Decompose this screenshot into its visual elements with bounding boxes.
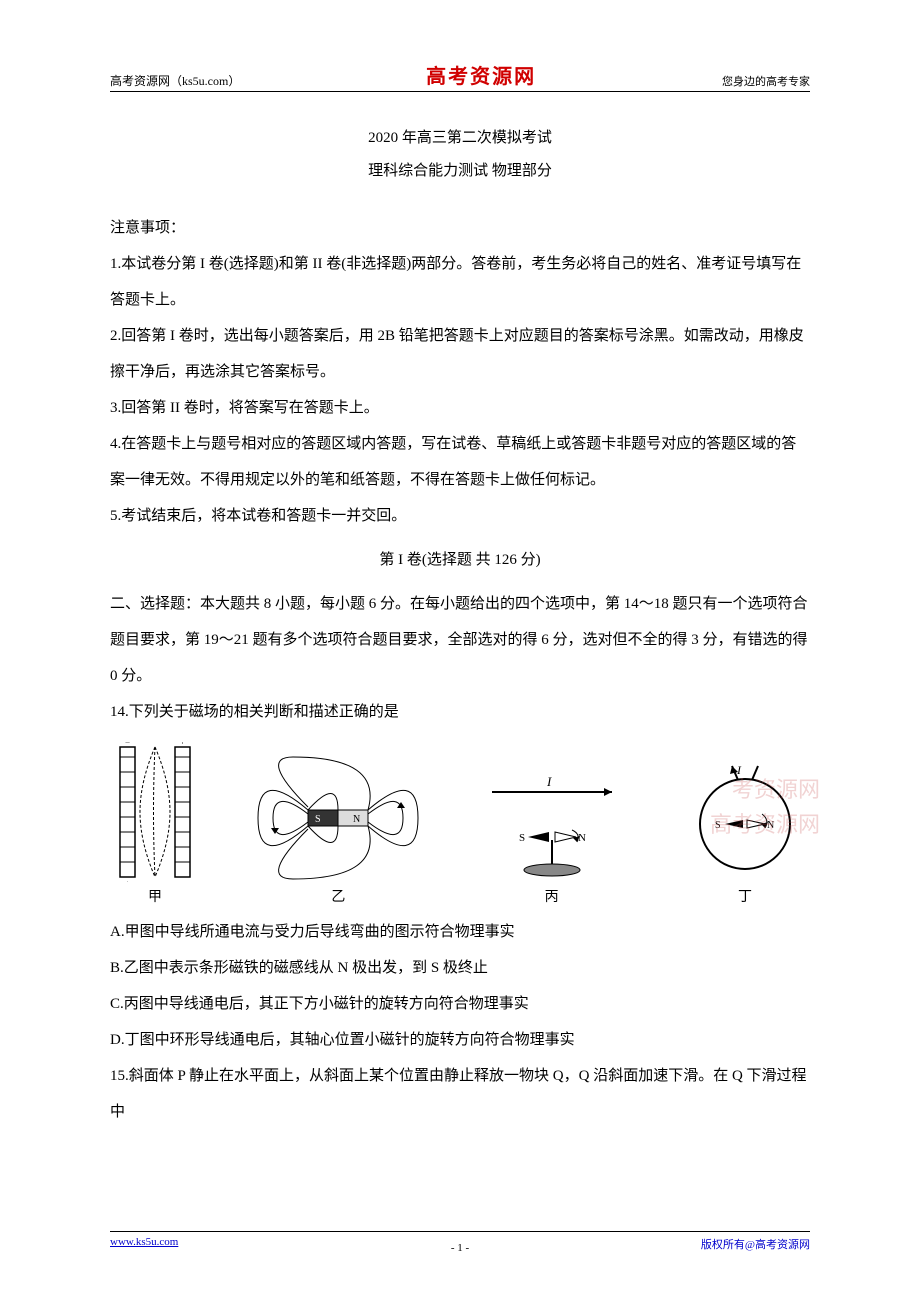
q14-option-d: D.丁图中环形导线通电后，其轴心位置小磁针的旋转方向符合物理事实	[110, 1022, 810, 1058]
notice-3: 3.回答第 II 卷时，将答案写在答题卡上。	[110, 390, 810, 426]
svg-text:S: S	[315, 814, 321, 825]
svg-text:N: N	[578, 832, 586, 844]
header-center-brand: 高考资源网	[426, 60, 536, 89]
q14-option-c: C.丙图中导线通电后，其正下方小磁针的旋转方向符合物理事实	[110, 986, 810, 1022]
figure-bing-svg: I S N	[477, 772, 627, 882]
svg-text:−: −	[125, 742, 130, 747]
page-footer: www.ks5u.com - 1 - 版权所有@高考资源网	[110, 1231, 810, 1252]
svg-text:I: I	[736, 763, 742, 777]
figure-yi: S N 乙	[253, 752, 423, 906]
notice-2: 2.回答第 I 卷时，选出每小题答案后，用 2B 铅笔把答题卡上对应题目的答案标…	[110, 318, 810, 390]
svg-text:S: S	[715, 820, 721, 831]
svg-text:I: I	[546, 774, 552, 789]
figure-yi-svg: S N	[253, 752, 423, 882]
figure-bing-label: 丙	[545, 886, 559, 906]
svg-text:N: N	[767, 820, 774, 831]
notice-5: 5.考试结束后，将本试卷和答题卡一并交回。	[110, 498, 810, 534]
footer-left-link[interactable]: www.ks5u.com	[110, 1236, 178, 1252]
title-block: 2020 年高三第二次模拟考试 理科综合能力测试 物理部分	[110, 122, 810, 188]
footer-right: 版权所有@高考资源网	[701, 1236, 810, 1252]
q15-stem: 15.斜面体 P 静止在水平面上，从斜面上某个位置由静止释放一物块 Q，Q 沿斜…	[110, 1058, 810, 1130]
q14-option-a: A.甲图中导线所通电流与受力后导线弯曲的图示符合物理事实	[110, 914, 810, 950]
figure-ding-svg: I S N	[680, 762, 810, 882]
notice-4: 4.在答题卡上与题号相对应的答题区域内答题，写在试卷、草稿纸上或答题卡非题号对应…	[110, 426, 810, 498]
q14-option-b: B.乙图中表示条形磁铁的磁感线从 N 极出发，到 S 极终止	[110, 950, 810, 986]
figure-yi-label: 乙	[331, 886, 345, 906]
footer-page-number: - 1 -	[451, 1242, 469, 1254]
figure-jia: − + + − 甲	[110, 742, 200, 906]
svg-text:+: +	[180, 742, 185, 747]
figure-ding-label: 丁	[738, 886, 752, 906]
page-header: 高考资源网（ks5u.com） 高考资源网 您身边的高考专家	[110, 60, 810, 92]
notice-1: 1.本试卷分第 I 卷(选择题)和第 II 卷(非选择题)两部分。答卷前，考生务…	[110, 246, 810, 318]
svg-text:S: S	[519, 832, 525, 844]
header-right: 您身边的高考专家	[722, 73, 810, 89]
header-left: 高考资源网（ks5u.com）	[110, 72, 240, 89]
svg-text:+: +	[125, 879, 130, 882]
q14-stem: 14.下列关于磁场的相关判断和描述正确的是	[110, 694, 810, 730]
q14-figures: − + + − 甲 S N 乙	[110, 742, 810, 906]
figure-bing: I S N 丙	[477, 772, 627, 906]
svg-text:N: N	[353, 814, 360, 825]
figure-ding: I S N 丁	[680, 762, 810, 906]
figure-jia-label: 甲	[148, 886, 162, 906]
title-line-1: 2020 年高三第二次模拟考试	[110, 122, 810, 155]
svg-text:−: −	[180, 879, 185, 882]
page: 高考资源网（ks5u.com） 高考资源网 您身边的高考专家 2020 年高三第…	[0, 0, 920, 1302]
figure-jia-svg: − + + −	[110, 742, 200, 882]
notice-heading: 注意事项：	[110, 210, 810, 246]
title-line-2: 理科综合能力测试 物理部分	[110, 155, 810, 188]
section1-instruction: 二、选择题：本大题共 8 小题，每小题 6 分。在每小题给出的四个选项中，第 1…	[110, 586, 810, 694]
section1-heading: 第 I 卷(选择题 共 126 分)	[110, 542, 810, 578]
